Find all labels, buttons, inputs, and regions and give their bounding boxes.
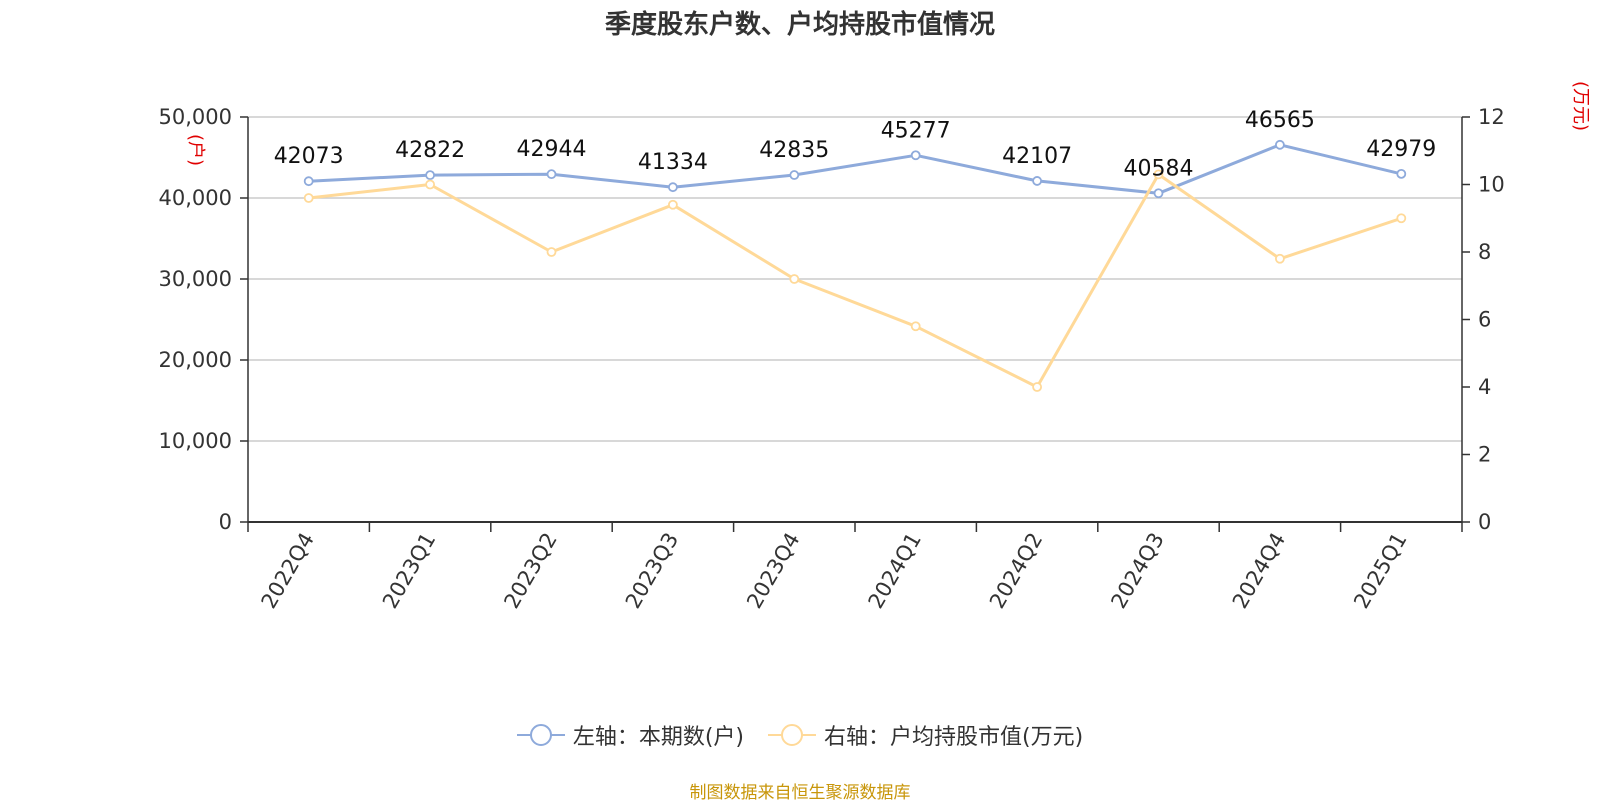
right-axis-tick-label: 12 xyxy=(1478,105,1505,129)
right-axis-tick-label: 4 xyxy=(1478,375,1491,399)
point-market-value xyxy=(1032,382,1042,392)
series-line-market-value xyxy=(308,172,1402,389)
point-holders xyxy=(1275,139,1285,150)
point-market-value xyxy=(1153,169,1164,180)
point-market-value xyxy=(425,179,436,190)
right-axis-tick-label: 10 xyxy=(1478,173,1505,197)
left-axis-tick-label: 0 xyxy=(219,510,232,534)
point-holders xyxy=(1153,188,1164,199)
chart-title: 季度股东户数、户均持股市值情况 xyxy=(604,10,995,40)
data-label-holders: 42073 xyxy=(274,144,344,169)
data-label-holders: 40584 xyxy=(1124,156,1194,181)
data-label-holders: 46565 xyxy=(1245,108,1315,133)
point-holders xyxy=(910,150,921,161)
point-holders xyxy=(546,169,557,180)
x-axis-category-label: 2023Q4 xyxy=(742,529,804,613)
data-label-holders: 42979 xyxy=(1366,137,1436,162)
point-holders xyxy=(425,170,436,181)
legend-marker-yellow-icon xyxy=(768,724,816,746)
right-axis-unit: (万元) xyxy=(1570,81,1591,131)
legend: 左轴：本期数(户) 右轴：户均持股市值(万元) xyxy=(0,718,1600,752)
left-axis-tick-label: 20,000 xyxy=(159,348,232,372)
legend-label-right: 右轴：户均持股市值(万元) xyxy=(824,725,1084,750)
x-axis-category-label: 2024Q4 xyxy=(1228,529,1290,613)
x-axis-category-label: 2022Q4 xyxy=(257,529,319,613)
grid-lines xyxy=(248,116,1462,442)
left-axis-unit: (户) xyxy=(185,134,206,166)
legend-item-left[interactable]: 左轴：本期数(户) xyxy=(516,719,744,751)
series-lines xyxy=(308,143,1402,389)
point-market-value xyxy=(789,274,800,284)
legend-marker-blue-icon xyxy=(516,724,565,746)
series-line-holders xyxy=(308,143,1402,195)
source-note: 制图数据来自恒生聚源数据库 xyxy=(689,783,911,803)
point-market-value xyxy=(910,321,921,332)
data-label-holders: 42107 xyxy=(1002,144,1072,169)
left-axis-tick-label: 40,000 xyxy=(159,186,232,210)
point-holders xyxy=(668,182,678,193)
data-label-holders: 41334 xyxy=(638,150,708,175)
x-axis-category-label: 2023Q3 xyxy=(621,529,683,613)
x-axis-category-label: 2024Q2 xyxy=(985,529,1047,613)
data-labels: 42073 42822 42944 41334 42835 45277 42107 40584… xyxy=(274,108,1437,181)
data-label-holders: 42835 xyxy=(759,138,829,163)
point-market-value xyxy=(668,199,678,210)
right-axis-tick-label: 2 xyxy=(1478,443,1491,467)
data-label-holders: 42944 xyxy=(517,137,587,162)
x-axis-category-label: 2023Q1 xyxy=(378,529,440,613)
series-points xyxy=(303,139,1407,392)
x-axis-category-label: 2024Q3 xyxy=(1106,529,1168,613)
point-market-value xyxy=(1396,213,1407,224)
point-holders xyxy=(789,170,800,180)
left-axis-tick-label: 30,000 xyxy=(159,267,232,291)
legend-label-left: 左轴：本期数(户) xyxy=(572,725,744,750)
point-holders xyxy=(303,176,314,187)
point-holders xyxy=(1032,176,1042,186)
data-label-holders: 45277 xyxy=(881,118,951,143)
left-axis-tick-label: 50,000 xyxy=(159,105,232,129)
point-holders xyxy=(1396,168,1407,179)
x-axis-category-label: 2024Q1 xyxy=(864,529,926,613)
right-axis-tick-label: 8 xyxy=(1478,240,1491,264)
data-label-holders: 42822 xyxy=(395,138,465,163)
x-axis-category-label: 2025Q1 xyxy=(1349,529,1411,613)
point-market-value xyxy=(303,193,314,203)
point-market-value xyxy=(546,247,557,257)
left-axis-tick-label: 10,000 xyxy=(159,429,232,453)
point-market-value xyxy=(1275,253,1285,264)
right-axis-tick-label: 0 xyxy=(1478,510,1491,534)
right-axis-tick-label: 6 xyxy=(1478,308,1491,332)
legend-item-right[interactable]: 右轴：户均持股市值(万元) xyxy=(768,719,1083,751)
x-axis-category-label: 2023Q2 xyxy=(499,529,561,613)
